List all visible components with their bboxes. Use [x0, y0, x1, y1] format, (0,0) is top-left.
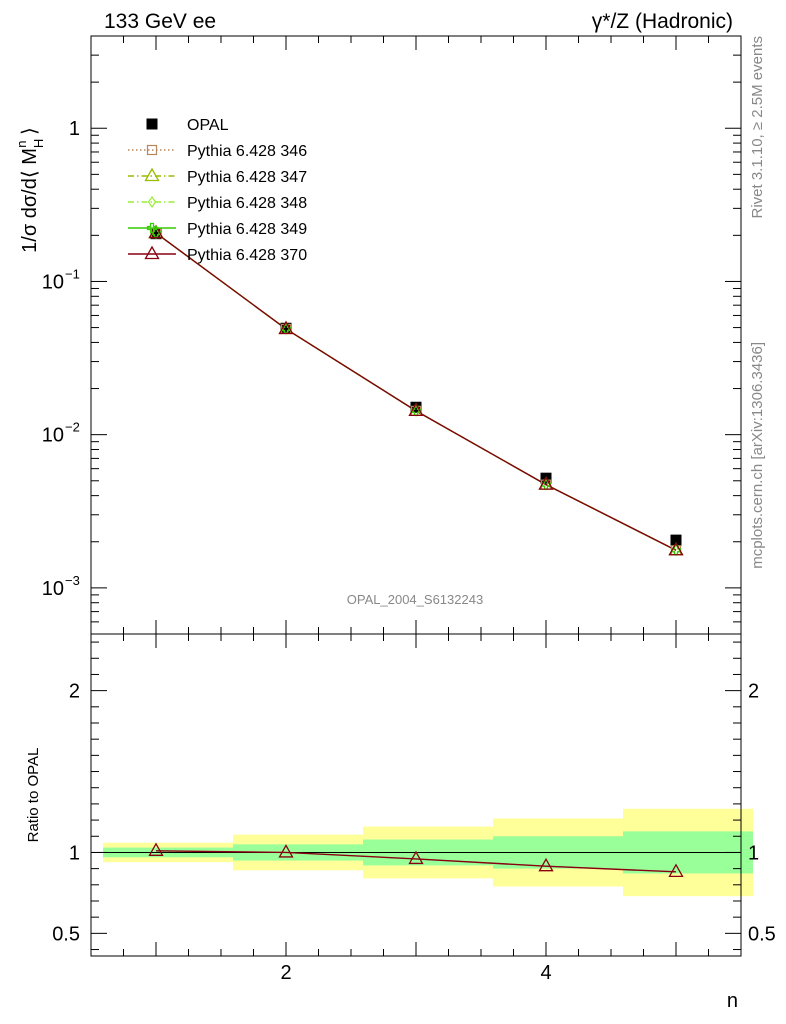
y-tick-exponent: −1: [65, 266, 80, 281]
legend-label: OPAL: [187, 117, 229, 134]
ratio-data-point: [278, 844, 294, 858]
y-tick-exponent: −3: [65, 573, 80, 588]
legend-marker: [144, 245, 160, 260]
mcplots-label: mcplots.cern.ch [arXiv:1306.3436]: [749, 342, 766, 569]
data-point-mc: [278, 320, 294, 335]
legend-label: Pythia 6.428 346: [187, 143, 307, 160]
main-y-axis-label: 1/σ dσ/d⟨ MHn ⟩: [14, 127, 46, 253]
ratio-series-line: [155, 850, 677, 873]
data-point-mc: [408, 402, 424, 417]
y-tick-label: 10: [42, 271, 64, 293]
series-line: [155, 232, 677, 551]
ratio-panel: 2 4 0.5 0.5 1 1 2 2: [52, 633, 776, 984]
legend-label: Pythia 6.428 349: [187, 221, 307, 238]
ratio-data-point: [538, 857, 554, 872]
legend-entry: Pythia 6.428 349: [128, 221, 307, 238]
legend-entry: OPAL: [146, 117, 229, 134]
ratio-y-tick-label: 1: [69, 842, 80, 864]
series-line: [155, 232, 677, 551]
svg-text:1/σ dσ/d⟨ MHn ⟩: 1/σ dσ/d⟨ MHn ⟩: [14, 127, 46, 253]
series-line: [155, 232, 677, 551]
legend-entry: Pythia 6.428 347: [128, 167, 307, 186]
y-tick-exponent: −2: [65, 420, 80, 435]
ratio-y-tick-label: 0.5: [52, 923, 80, 945]
data-point-opal: [410, 401, 422, 413]
data-point-opal: [150, 228, 162, 240]
data-point-mc: [148, 224, 164, 239]
x-tick-label: 4: [540, 962, 551, 984]
ratio-data-point: [668, 863, 684, 878]
data-point-mc: [668, 541, 684, 556]
legend-label: Pythia 6.428 348: [187, 195, 307, 212]
data-point-opal: [670, 534, 682, 546]
ratio-y-tick-label: 2: [69, 681, 80, 703]
data-point-mc: [538, 476, 554, 490]
header-left: 133 GeV ee: [104, 10, 216, 33]
data-point-opal: [280, 322, 292, 334]
y-tick-label: 1: [69, 118, 80, 140]
y-tick-label: 10: [42, 578, 64, 600]
ratio-y-tick-label-right: 1: [748, 842, 759, 864]
ratio-data-point: [148, 842, 164, 856]
legend-marker: [146, 144, 158, 156]
rivet-label: Rivet 3.1.10, ≥ 2.5M events: [749, 36, 766, 219]
ratio-y-axis-label: Ratio to OPAL: [25, 748, 42, 843]
legend-marker: [147, 195, 157, 209]
legend-marker: [146, 118, 158, 130]
legend: OPAL Pythia 6.428 346 Pythia 6.428 347 Pyth…: [128, 117, 307, 264]
legend-marker: [146, 222, 158, 234]
ratio-frame: [90, 633, 742, 957]
ratio-y-tick-label-right: 0.5: [748, 923, 776, 945]
ratio-data-point: [408, 850, 424, 865]
main-panel: 110−110−210−3: [42, 35, 742, 648]
legend-entry: Pythia 6.428 370: [128, 245, 307, 264]
x-tick-label: 2: [280, 962, 291, 984]
ratio-y-tick-label-right: 2: [748, 681, 759, 703]
legend-marker: [144, 167, 160, 182]
x-axis-label: n: [727, 990, 738, 1012]
series-line: [155, 232, 677, 551]
analysis-watermark: OPAL_2004_S6132243: [347, 592, 483, 607]
legend-label: Pythia 6.428 347: [187, 169, 307, 186]
legend-entry: Pythia 6.428 348: [128, 195, 307, 212]
header-right: γ*/Z (Hadronic): [592, 10, 733, 33]
y-tick-label: 10: [42, 425, 64, 447]
series-line: [155, 232, 677, 551]
legend-entry: Pythia 6.428 346: [128, 143, 307, 160]
legend-label: Pythia 6.428 370: [187, 247, 307, 264]
